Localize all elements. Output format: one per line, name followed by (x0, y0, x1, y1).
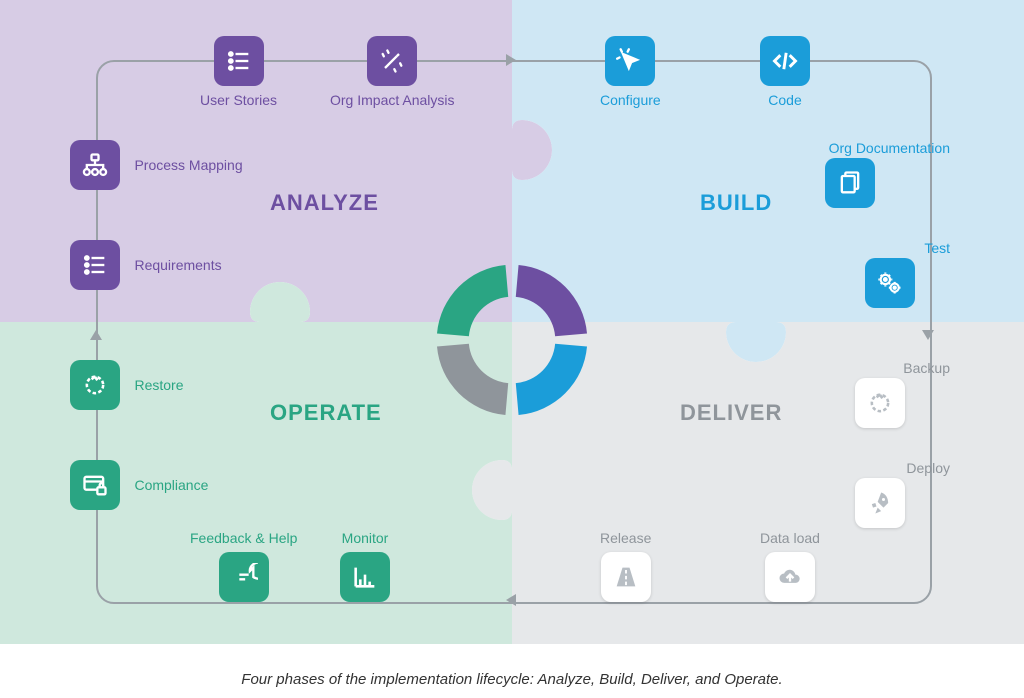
node-user-stories: User Stories (200, 36, 277, 108)
label-compliance: Compliance (134, 477, 208, 493)
label-code: Code (760, 92, 810, 108)
title-deliver: DELIVER (680, 400, 782, 426)
label-configure: Configure (600, 92, 661, 108)
node-org-impact: Org Impact Analysis (330, 36, 455, 108)
cloud-up-icon (765, 552, 815, 602)
wand-icon (367, 36, 417, 86)
title-analyze: ANALYZE (270, 190, 379, 216)
arrow-left (90, 330, 102, 340)
rocket-icon (855, 478, 905, 528)
label-org-impact: Org Impact Analysis (330, 92, 455, 108)
road-icon (601, 552, 651, 602)
arrow-right (922, 330, 934, 340)
node-compliance: Compliance (70, 460, 208, 510)
label-test: Test (924, 240, 950, 256)
label-requirements: Requirements (134, 257, 221, 273)
node-org-doc: Org Documentation (740, 140, 960, 208)
code-icon (760, 36, 810, 86)
label-backup: Backup (903, 360, 950, 376)
label-restore: Restore (134, 377, 183, 393)
title-operate: OPERATE (270, 400, 382, 426)
node-configure: Configure (600, 36, 661, 108)
node-backup: Backup (800, 360, 960, 428)
node-test: Test (820, 240, 960, 308)
label-data-load: Data load (760, 530, 820, 546)
label-feedback: Feedback & Help (190, 530, 297, 546)
node-code: Code (760, 36, 810, 108)
chat-icon (219, 552, 269, 602)
arrow-top (506, 54, 516, 66)
list-icon (70, 240, 120, 290)
bars-icon (340, 552, 390, 602)
card-lock-icon (70, 460, 120, 510)
lifecycle-diagram: ANALYZE BUILD DELIVER OPERATE User Stori… (0, 0, 1024, 698)
center-ring (432, 260, 592, 420)
cycle-icon (855, 378, 905, 428)
gears-icon (865, 258, 915, 308)
cycle-icon (70, 360, 120, 410)
node-process-mapping: Process Mapping (70, 140, 243, 190)
label-release: Release (600, 530, 651, 546)
tree-icon (70, 140, 120, 190)
label-deploy: Deploy (906, 460, 950, 476)
list-icon (214, 36, 264, 86)
caption: Four phases of the implementation lifecy… (0, 671, 1024, 688)
label-process-mapping: Process Mapping (134, 157, 242, 173)
docs-icon (825, 158, 875, 208)
node-deploy: Deploy (800, 460, 960, 528)
node-requirements: Requirements (70, 240, 222, 290)
cursor-icon (605, 36, 655, 86)
node-restore: Restore (70, 360, 183, 410)
label-org-doc: Org Documentation (829, 140, 950, 156)
arrow-bottom (506, 594, 516, 606)
label-monitor: Monitor (340, 530, 390, 546)
label-user-stories: User Stories (200, 92, 277, 108)
